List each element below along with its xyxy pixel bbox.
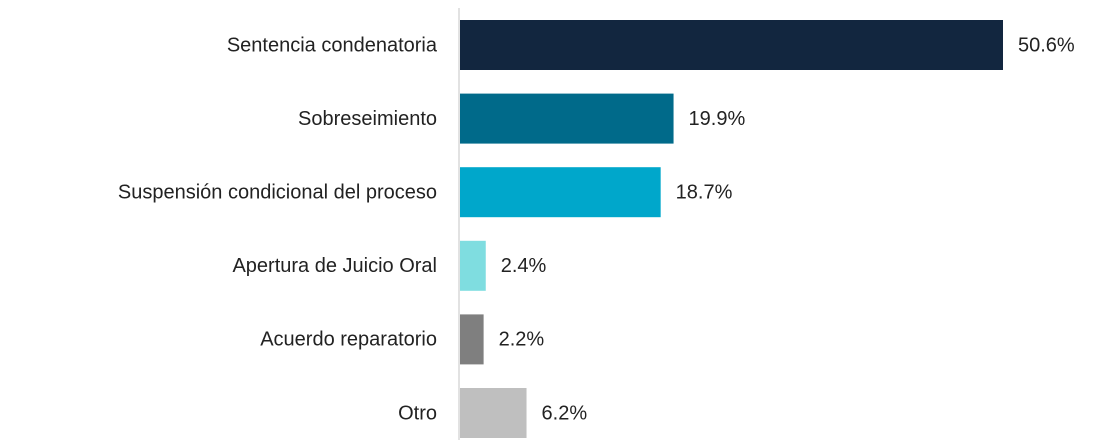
value-label: 2.4% xyxy=(501,255,547,277)
bar xyxy=(460,240,486,291)
category-label: Otro xyxy=(398,402,437,424)
category-label: Sobreseimiento xyxy=(298,108,437,130)
bar xyxy=(460,20,1003,70)
bar xyxy=(460,388,527,438)
value-label: 50.6% xyxy=(1018,34,1075,56)
category-label: Acuerdo reparatorio xyxy=(260,329,437,351)
value-label: 6.2% xyxy=(542,402,588,424)
category-label: Suspensión condicional del proceso xyxy=(118,181,437,203)
category-label: Sentencia condenatoria xyxy=(227,34,438,56)
value-label: 18.7% xyxy=(676,181,733,203)
bar xyxy=(460,167,661,218)
category-label: Apertura de Juicio Oral xyxy=(232,255,437,277)
bar xyxy=(460,93,674,144)
bar xyxy=(460,314,484,365)
value-label: 19.9% xyxy=(689,108,746,130)
value-label: 2.2% xyxy=(499,329,545,351)
